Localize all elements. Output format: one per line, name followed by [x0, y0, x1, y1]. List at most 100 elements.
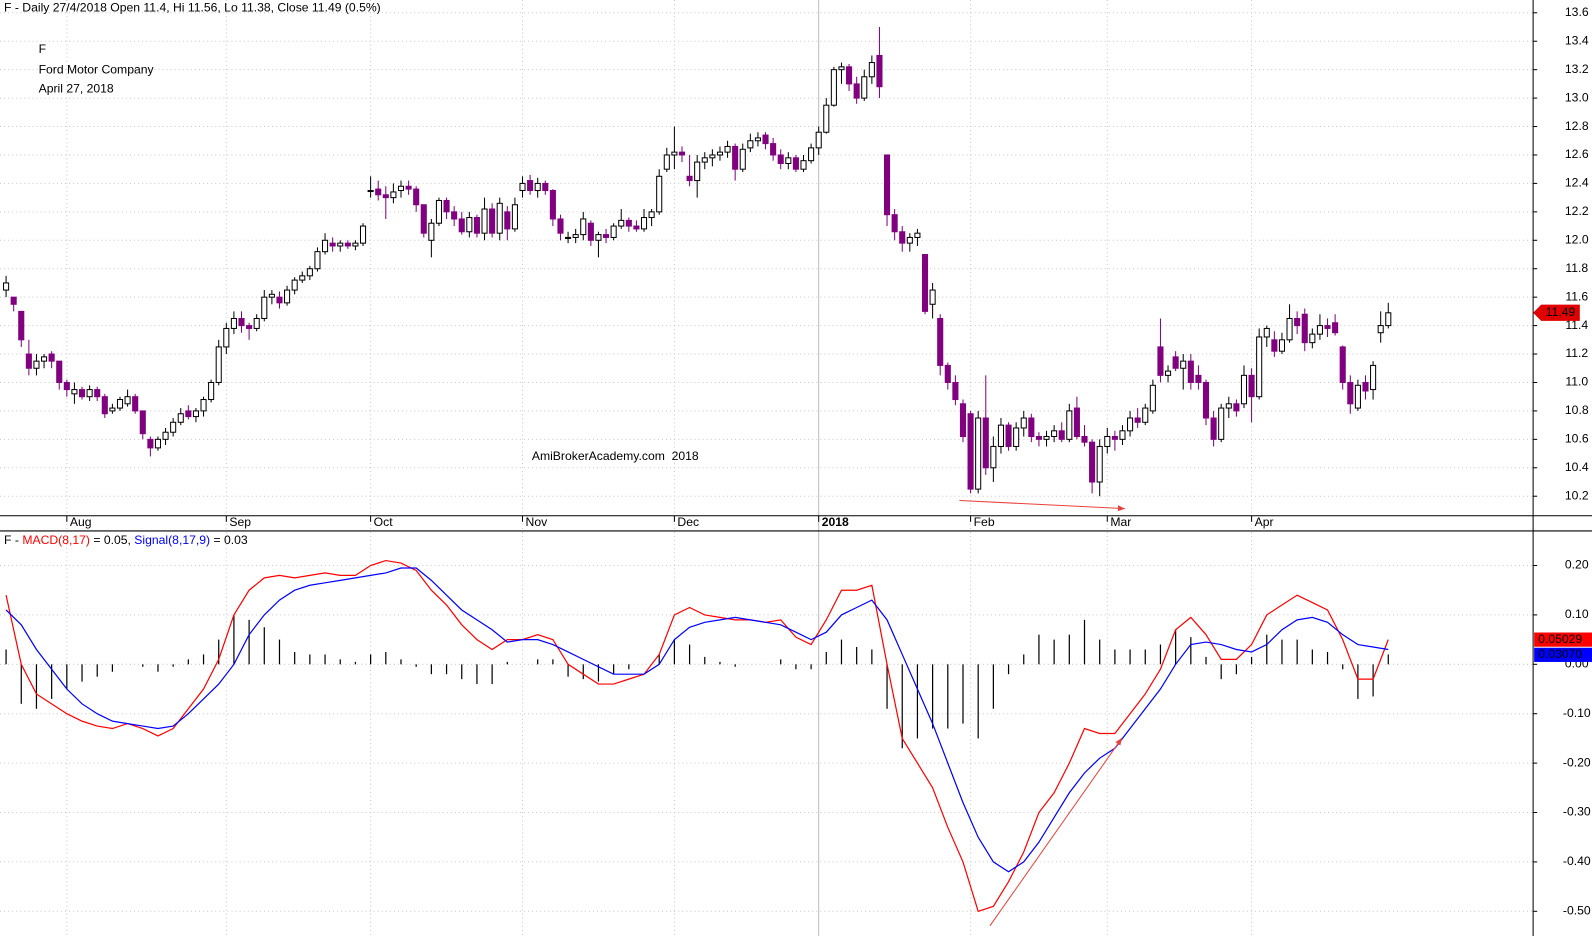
candle-body: [549, 190, 556, 220]
value-tag-label: 0.05029: [1538, 632, 1582, 646]
indicator-line: [5, 567, 1389, 873]
candle-body: [1089, 441, 1096, 483]
candle-body: [170, 421, 177, 433]
candle-body: [565, 236, 572, 239]
y-tick-label: 12.6: [1565, 147, 1589, 161]
legend-entry: MACD(8,17): [22, 533, 90, 547]
candle-body: [883, 154, 891, 216]
candle-body: [337, 242, 344, 247]
y-tick-label: 0.10: [1565, 607, 1589, 621]
candle-body: [56, 360, 63, 383]
candle-body: [899, 231, 906, 244]
candle-body: [238, 317, 245, 327]
candle-body: [1104, 435, 1111, 447]
candle-body: [1073, 407, 1080, 438]
candle-body: [435, 199, 443, 224]
y-tick-label: 10.8: [1565, 403, 1589, 417]
candle-body: [709, 154, 716, 159]
candle-body: [1225, 403, 1232, 409]
candle-body: [223, 327, 230, 348]
candle-body: [139, 410, 146, 435]
candle-body: [671, 151, 678, 156]
x-tick-label: Apr: [1255, 515, 1274, 529]
candle-body: [428, 222, 435, 241]
candle-body: [891, 214, 898, 233]
indicator-line: [5, 559, 1389, 913]
candle-body: [94, 389, 101, 398]
candle-body: [48, 353, 55, 362]
candle-body: [185, 410, 192, 418]
candle-body: [489, 208, 496, 234]
candle-body: [1149, 384, 1156, 412]
candle-body: [276, 296, 283, 304]
candle-body: [253, 317, 260, 329]
candle-body: [557, 218, 564, 234]
candle-body: [572, 234, 579, 238]
y-tick-label: 10.2: [1565, 488, 1589, 502]
candle-body: [299, 275, 306, 281]
candle-body: [511, 204, 518, 230]
candle-body: [1316, 325, 1323, 335]
candle-body: [982, 417, 989, 469]
y-tick-label: -0.30: [1563, 805, 1591, 819]
x-tick-label: 2018: [822, 515, 849, 529]
candle-body: [420, 204, 427, 234]
candle-body: [800, 160, 807, 170]
candle-body: [375, 188, 382, 196]
candle-body: [1271, 339, 1278, 352]
y-tick-label: 11.0: [1565, 375, 1588, 389]
candle-body: [215, 346, 222, 383]
candle-body: [1043, 435, 1050, 440]
candle-body: [602, 234, 610, 238]
candle-body: [1210, 417, 1217, 440]
candle-body: [754, 137, 761, 142]
candle-body: [701, 157, 708, 163]
candle-body: [990, 445, 997, 469]
candle-body: [367, 190, 374, 193]
candle-body: [732, 145, 739, 170]
candle-body: [815, 131, 822, 149]
candle-body: [451, 211, 458, 220]
y-tick-label: 12.2: [1565, 204, 1589, 218]
candle-body: [261, 296, 268, 319]
candle-body: [443, 199, 450, 213]
y-tick-label: -0.40: [1563, 854, 1591, 868]
candle-body: [284, 289, 291, 304]
candle-body: [1309, 333, 1316, 344]
candle-body: [1195, 374, 1202, 383]
chart-header: F - Daily 27/4/2018 Open 11.4, Hi 11.56,…: [4, 0, 381, 14]
candle-body: [587, 222, 594, 241]
candle-body: [830, 69, 837, 106]
candle-body: [876, 54, 883, 88]
candle-body: [3, 282, 10, 291]
candle-body: [1377, 325, 1384, 334]
y-tick-label: -0.10: [1563, 706, 1591, 720]
candle-body: [1263, 327, 1270, 338]
candle-body: [78, 389, 86, 398]
candle-body: [1172, 356, 1179, 369]
candle-body: [542, 182, 549, 192]
candle-body: [952, 381, 959, 401]
candle-body: [18, 310, 25, 341]
candle-body: [633, 225, 640, 230]
candle-body: [808, 147, 815, 162]
candle-body: [1142, 407, 1149, 423]
candle-body: [192, 410, 199, 418]
x-tick-label: Nov: [526, 515, 549, 529]
candle-body: [1218, 407, 1225, 440]
candle-body: [405, 185, 412, 190]
annotation: April 27, 2018: [39, 82, 114, 96]
candle-body: [1301, 313, 1308, 344]
candle-body: [1157, 346, 1164, 376]
candle-body: [997, 424, 1005, 447]
y-tick-label: -0.50: [1563, 904, 1591, 918]
value-tag: [1534, 647, 1592, 662]
candle-body: [473, 217, 480, 234]
candle-body: [595, 234, 602, 241]
legend-entry: Signal(8,17,9): [134, 533, 210, 547]
candle-body: [1005, 424, 1012, 447]
candle-body: [959, 403, 967, 438]
candle-body: [1324, 325, 1331, 329]
